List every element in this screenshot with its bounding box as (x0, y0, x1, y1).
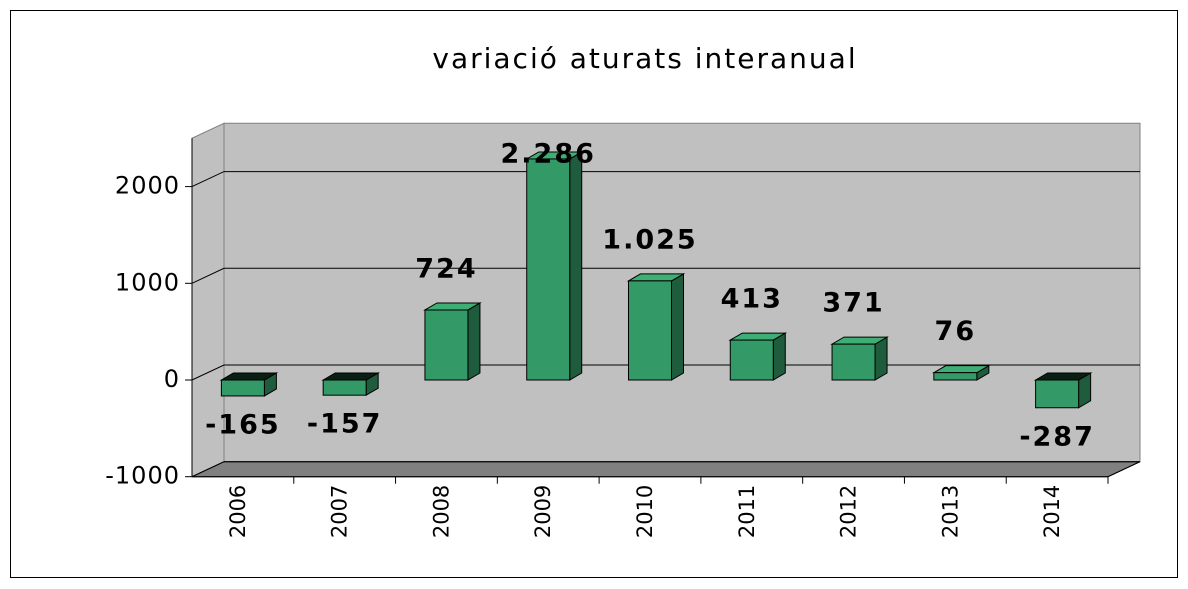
data-label: -157 (307, 409, 383, 440)
data-label: -287 (1019, 421, 1095, 452)
floor-edge (1107, 461, 1141, 478)
bar-front (1035, 379, 1080, 409)
bar (728, 332, 788, 381)
x-tick-label: 2012 (837, 485, 861, 538)
bar-front (322, 379, 367, 396)
x-tick-label: 2007 (328, 485, 352, 538)
bar-side (569, 151, 583, 381)
bar (1033, 372, 1093, 409)
bar-front (628, 280, 672, 381)
data-label: 76 (935, 316, 977, 347)
x-tick-label: 2011 (735, 485, 759, 538)
bar-front (933, 372, 978, 381)
chart-title: variació aturats interanual (432, 42, 857, 75)
x-tick-label: 2006 (226, 485, 250, 538)
data-label: 1.025 (602, 224, 697, 255)
x-tick-label: 2014 (1040, 485, 1064, 538)
bar-side (467, 302, 481, 381)
bar (626, 273, 686, 381)
y-tick-label: -1000 (105, 462, 180, 490)
bar (931, 364, 991, 381)
x-tick-label: 2009 (531, 485, 555, 538)
grid-line (191, 171, 1140, 188)
data-label: 413 (721, 284, 783, 315)
y-tick-label: 1000 (115, 268, 180, 296)
grid-line (191, 461, 1140, 478)
data-label: 724 (415, 253, 477, 284)
bar (219, 372, 279, 397)
bar-front (424, 309, 469, 381)
bar-front (831, 343, 876, 381)
data-label: 2.286 (501, 139, 596, 170)
bar-side (772, 332, 786, 381)
grid-line (191, 267, 1140, 284)
bar (423, 302, 482, 381)
y-tick-label: 2000 (115, 172, 180, 200)
bar-front (729, 339, 774, 381)
data-label: -165 (205, 409, 281, 440)
x-tick-label: 2013 (938, 485, 962, 538)
x-tick-label: 2010 (633, 485, 657, 538)
data-label: 371 (822, 288, 884, 319)
bar-front (526, 158, 571, 381)
y-tick-label: 0 (164, 365, 180, 393)
floor (191, 461, 1141, 478)
bar (321, 372, 381, 397)
bar-side (671, 273, 684, 381)
x-tick-label: 2008 (429, 485, 453, 538)
bar-front (220, 379, 265, 397)
bar (524, 151, 584, 381)
bar (830, 336, 889, 381)
